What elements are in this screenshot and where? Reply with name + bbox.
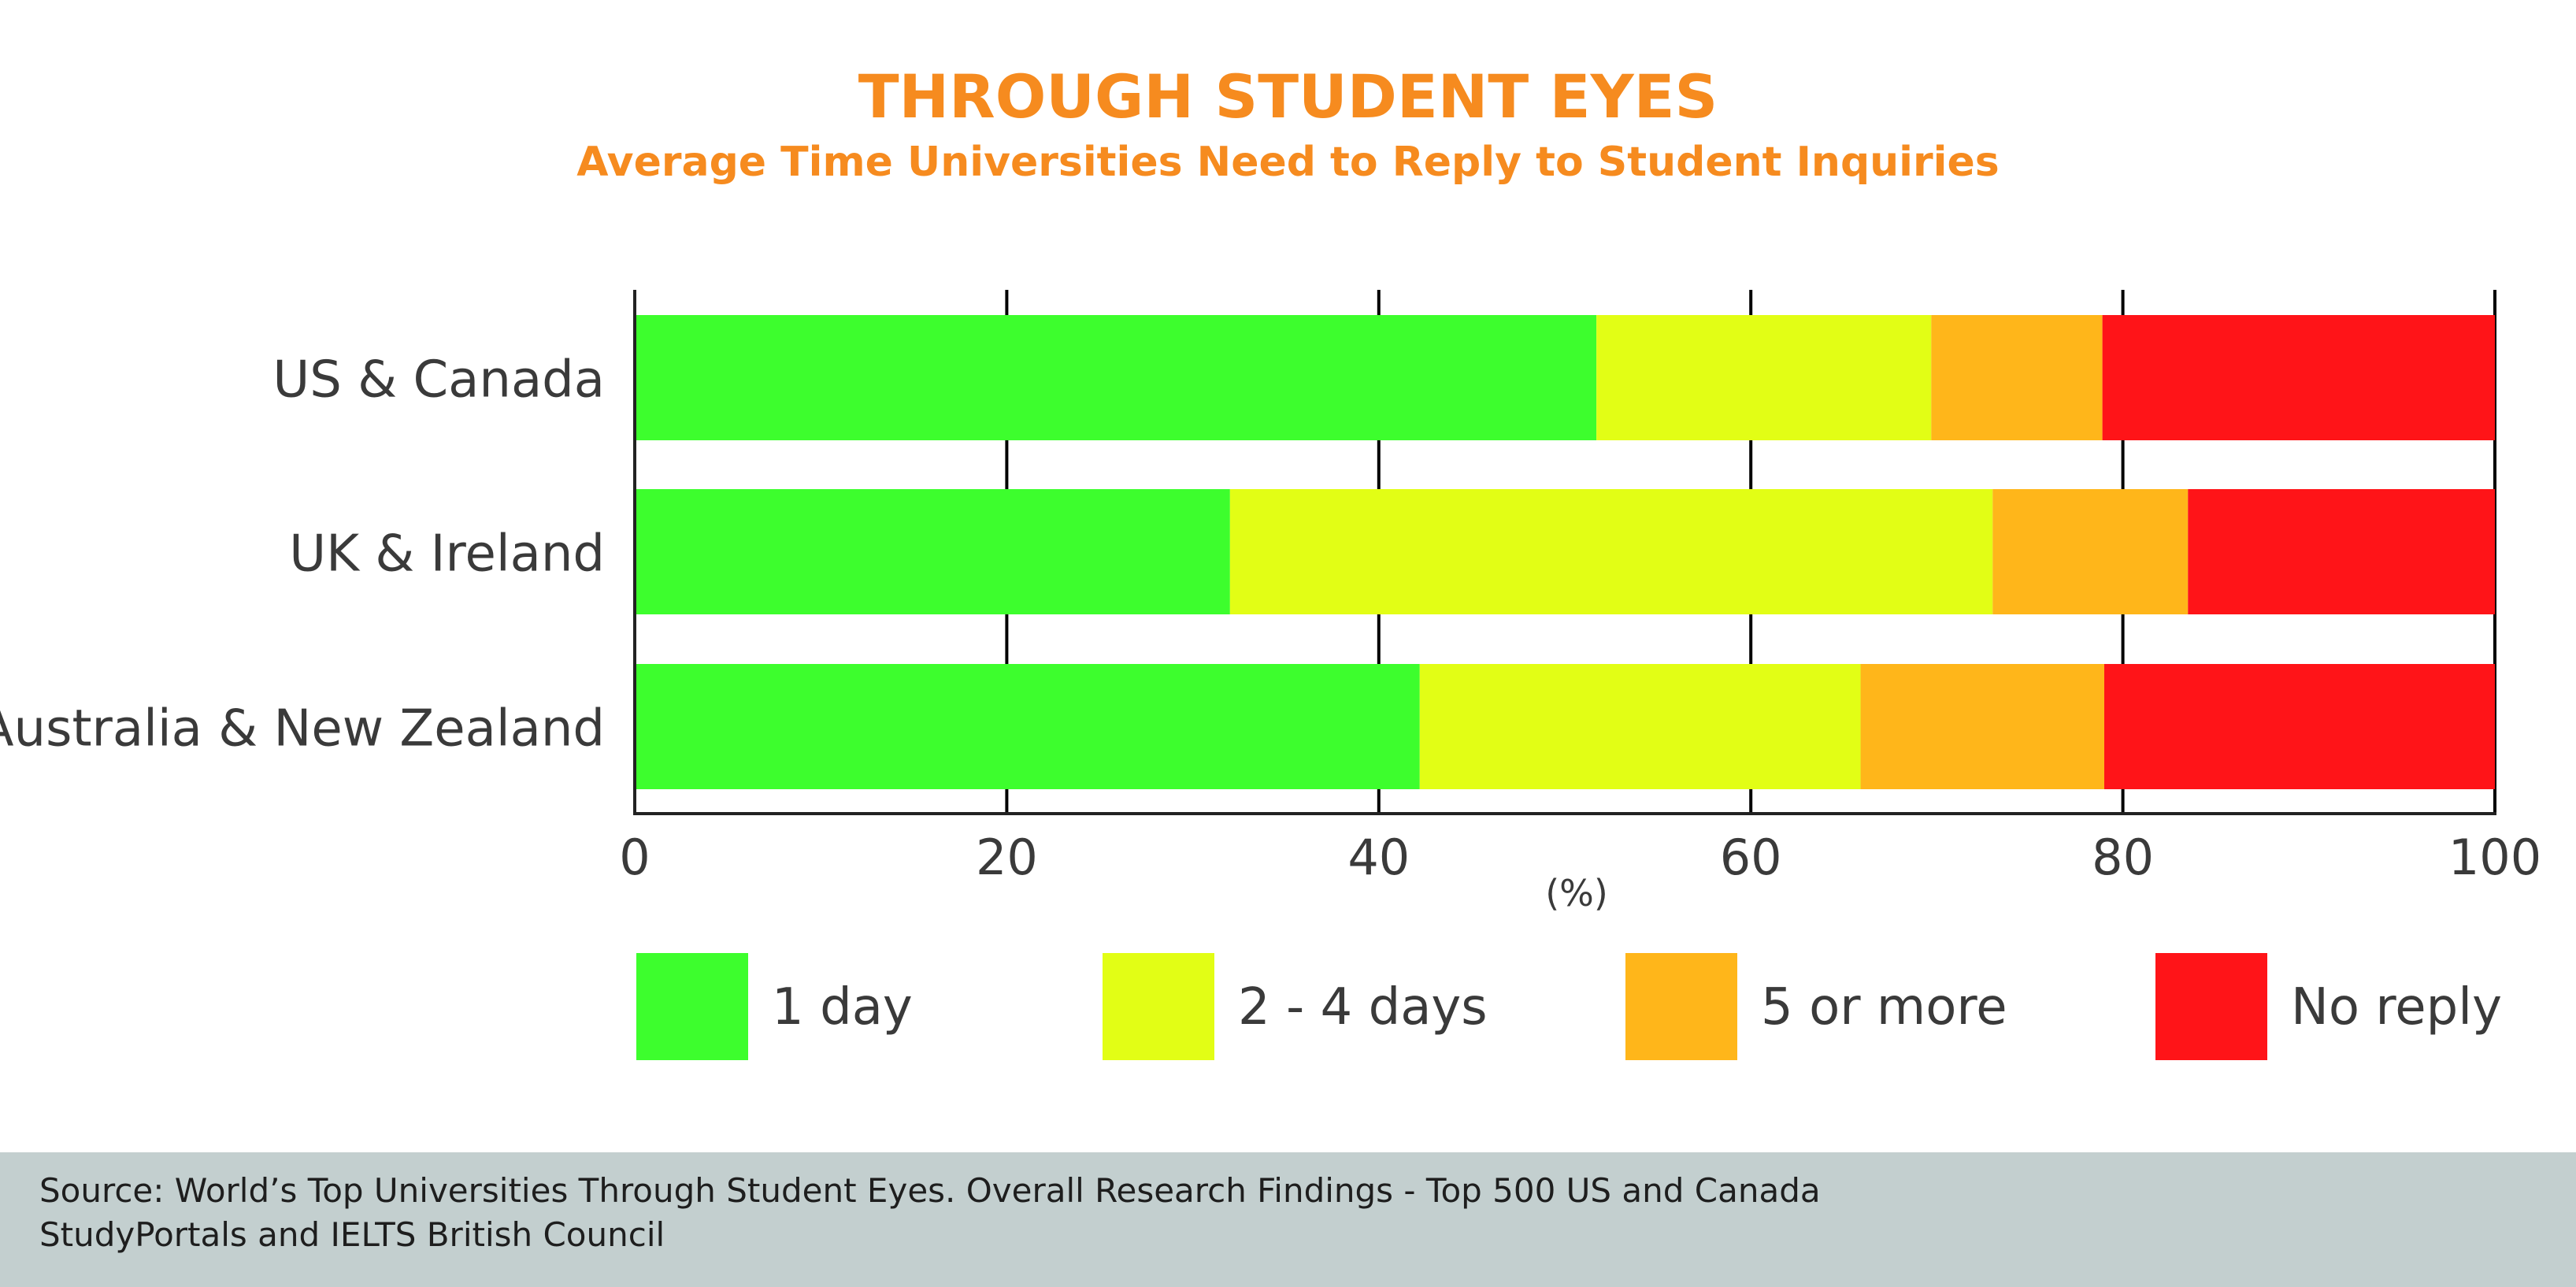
x-tick-label: 80: [2092, 829, 2154, 886]
legend-swatch: [1625, 953, 1737, 1060]
x-tick-label: 20: [976, 829, 1038, 886]
axes: 0 20 40 60 80 100 (%): [619, 290, 2541, 914]
category-label: US & Canada: [272, 351, 605, 410]
bar-segment-0-2: [1931, 315, 2103, 440]
x-tick-label: 40: [1347, 829, 1410, 886]
source-line: Source: World’s Top Universities Through…: [39, 1171, 1821, 1210]
x-tick-label: 0: [619, 829, 650, 886]
bar-segment-2-1: [1419, 664, 1861, 789]
bar-segment-0-1: [1596, 315, 1932, 440]
bars: [635, 315, 2495, 789]
legend-label: No reply: [2291, 978, 2502, 1037]
bar-segment-0-0: [635, 315, 1597, 440]
legend-swatch: [636, 953, 748, 1060]
bar-segment-0-3: [2102, 315, 2495, 440]
legend-label: 2 - 4 days: [1238, 978, 1488, 1037]
category-label: UK & Ireland: [289, 525, 605, 584]
legend-label: 5 or more: [1761, 978, 2007, 1037]
x-tick-label: 100: [2448, 829, 2541, 886]
category-label: Australia & New Zealand: [0, 700, 605, 758]
legend-swatch: [1103, 953, 1214, 1060]
source-footer: Source: World’s Top Universities Through…: [0, 1152, 2576, 1287]
legend: 1 day 2 - 4 days 5 or more No reply: [636, 953, 2502, 1060]
bar-segment-1-0: [635, 489, 1230, 614]
bar-segment-2-2: [1860, 664, 2104, 789]
chart-subtitle: Average Time Universities Need to Reply …: [576, 139, 2000, 186]
stacked-bar-chart: 0 20 40 60 80 100 (%) US & Canada UK & Ireland A…: [0, 290, 2541, 1060]
bar-segment-1-3: [2188, 489, 2495, 614]
legend-swatch: [2155, 953, 2267, 1060]
legend-label: 1 day: [772, 978, 913, 1037]
bar-segment-1-1: [1229, 489, 1993, 614]
x-axis-label: (%): [1545, 872, 1608, 914]
bar-segment-2-0: [635, 664, 1420, 789]
bar-segment-2-3: [2103, 664, 2495, 789]
chart-titles: THROUGH STUDENT EYES Average Time Univer…: [0, 61, 2576, 187]
labels: US & Canada UK & Ireland Australia & New Z…: [0, 351, 605, 758]
x-tick-label: 60: [1720, 829, 1782, 886]
chart-title: THROUGH STUDENT EYES: [858, 61, 1718, 132]
bar-segment-1-2: [1992, 489, 2189, 614]
credit-line: StudyPortals and IELTS British Council: [39, 1215, 665, 1254]
